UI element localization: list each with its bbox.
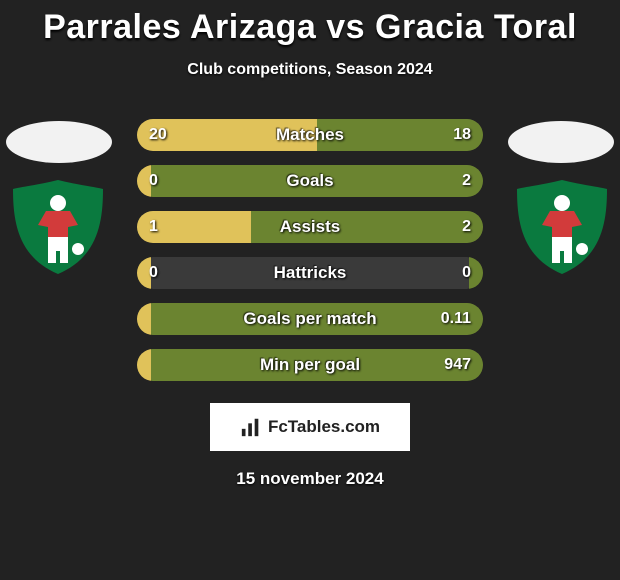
bar-track bbox=[137, 257, 483, 289]
footer-date: 15 november 2024 bbox=[0, 469, 620, 489]
comparison-content: 2018Matches 02Goals 12Assists 00Hattricks 0.… bbox=[0, 119, 620, 381]
bar-fill-right bbox=[251, 211, 483, 243]
player1-club-badge bbox=[8, 177, 108, 277]
stat-bar-row: 947Min per goal bbox=[137, 349, 483, 381]
club-badge-icon bbox=[512, 177, 612, 277]
bar-fill-left bbox=[137, 349, 151, 381]
brand-text: FcTables.com bbox=[268, 417, 380, 437]
bar-fill-left bbox=[137, 211, 251, 243]
bar-fill-right bbox=[317, 119, 483, 151]
stat-bar-row: 12Assists bbox=[137, 211, 483, 243]
bar-fill-left bbox=[137, 303, 151, 335]
page-title: Parrales Arizaga vs Gracia Toral bbox=[0, 0, 620, 47]
subtitle: Club competitions, Season 2024 bbox=[0, 61, 620, 79]
bar-fill-right bbox=[469, 257, 483, 289]
bar-fill-right bbox=[151, 349, 483, 381]
brand-attribution: FcTables.com bbox=[210, 403, 410, 451]
bar-fill-left bbox=[137, 257, 151, 289]
fctables-logo-icon bbox=[240, 416, 262, 438]
stat-bar-row: 02Goals bbox=[137, 165, 483, 197]
bar-fill-left bbox=[137, 119, 317, 151]
bar-fill-right bbox=[151, 303, 483, 335]
club-badge-icon bbox=[8, 177, 108, 277]
stat-bar-row: 00Hattricks bbox=[137, 257, 483, 289]
stat-bar-row: 0.11Goals per match bbox=[137, 303, 483, 335]
stat-bars: 2018Matches 02Goals 12Assists 00Hattricks 0.… bbox=[137, 119, 483, 381]
player2-flag bbox=[508, 121, 614, 163]
player2-club-badge bbox=[512, 177, 612, 277]
player1-flag bbox=[6, 121, 112, 163]
stat-bar-row: 2018Matches bbox=[137, 119, 483, 151]
bar-fill-right bbox=[151, 165, 483, 197]
bar-fill-left bbox=[137, 165, 151, 197]
